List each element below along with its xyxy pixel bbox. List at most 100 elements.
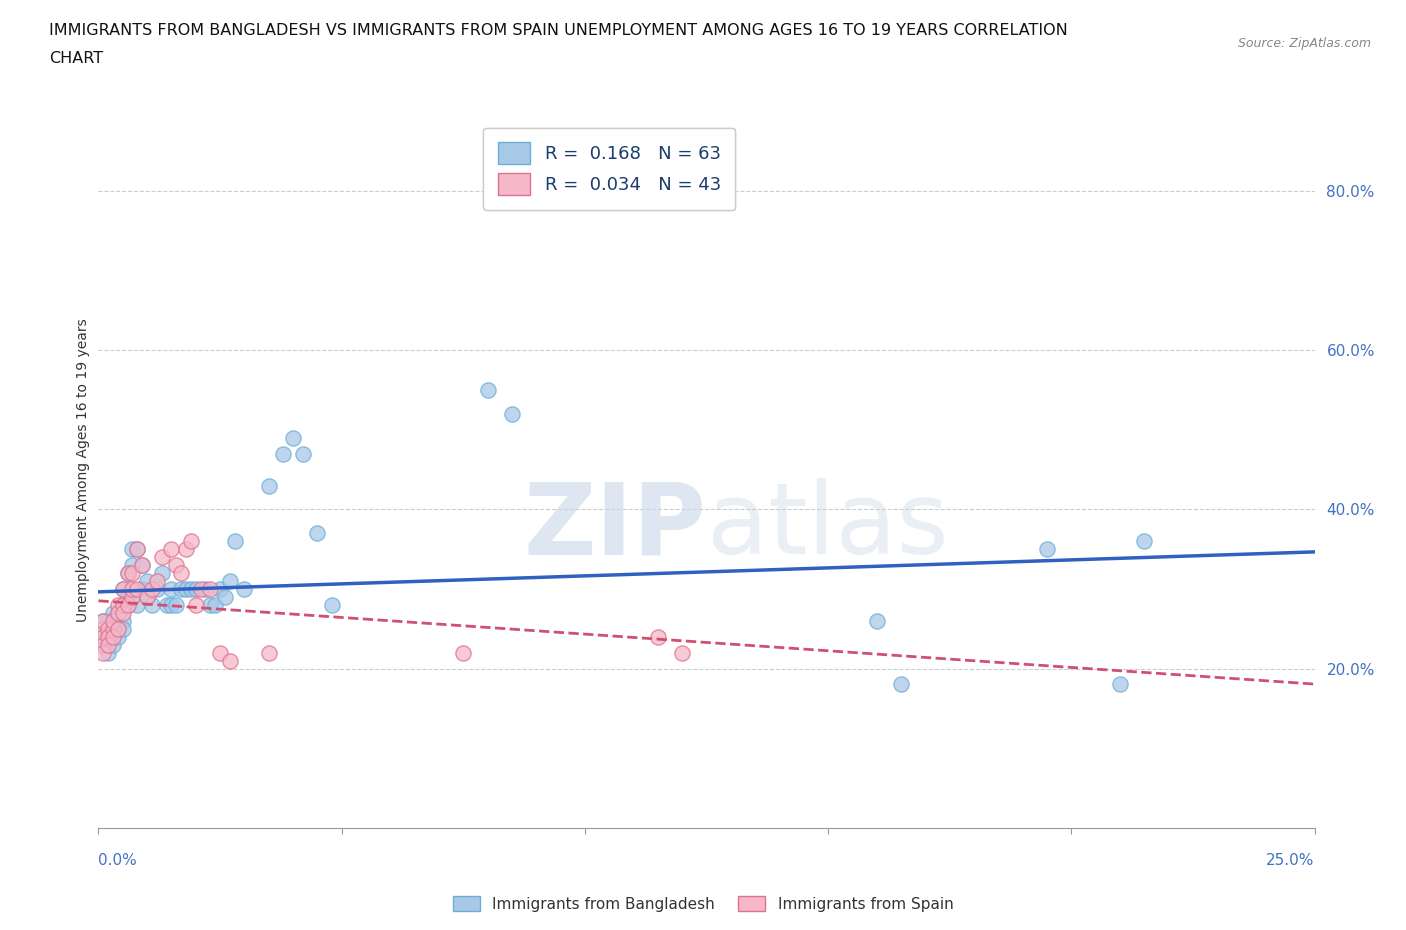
Point bbox=[291, 446, 314, 461]
Point bbox=[91, 630, 114, 644]
Text: ZIP: ZIP bbox=[523, 478, 707, 576]
Point bbox=[1109, 677, 1132, 692]
Point bbox=[214, 590, 236, 604]
Point bbox=[257, 645, 280, 660]
Point bbox=[97, 621, 120, 636]
Point bbox=[97, 645, 120, 660]
Point bbox=[111, 581, 134, 596]
Point bbox=[101, 614, 124, 629]
Point bbox=[165, 597, 187, 612]
Point bbox=[477, 382, 499, 397]
Point bbox=[117, 590, 139, 604]
Point bbox=[174, 542, 197, 557]
Point bbox=[131, 581, 153, 596]
Point bbox=[97, 621, 120, 636]
Point bbox=[97, 614, 120, 629]
Point bbox=[141, 597, 163, 612]
Point bbox=[180, 581, 202, 596]
Point bbox=[121, 590, 143, 604]
Point bbox=[107, 605, 129, 620]
Point bbox=[150, 565, 173, 580]
Text: CHART: CHART bbox=[49, 51, 103, 66]
Point bbox=[170, 581, 193, 596]
Point bbox=[146, 581, 169, 596]
Point bbox=[91, 621, 114, 636]
Point bbox=[101, 621, 124, 636]
Point bbox=[647, 630, 669, 644]
Point bbox=[91, 630, 114, 644]
Point bbox=[97, 630, 120, 644]
Point bbox=[127, 542, 149, 557]
Legend: R =  0.168   N = 63, R =  0.034   N = 43: R = 0.168 N = 63, R = 0.034 N = 43 bbox=[484, 127, 735, 210]
Point bbox=[141, 581, 163, 596]
Point bbox=[97, 637, 120, 652]
Point bbox=[111, 605, 134, 620]
Point bbox=[1036, 542, 1059, 557]
Point bbox=[194, 581, 217, 596]
Point bbox=[127, 581, 149, 596]
Point bbox=[131, 558, 153, 573]
Point bbox=[111, 597, 134, 612]
Point bbox=[160, 542, 183, 557]
Point bbox=[91, 637, 114, 652]
Point bbox=[174, 581, 197, 596]
Point bbox=[107, 605, 129, 620]
Point bbox=[233, 581, 256, 596]
Point bbox=[101, 621, 124, 636]
Point bbox=[97, 630, 120, 644]
Point bbox=[890, 677, 912, 692]
Text: 0.0%: 0.0% bbox=[98, 853, 138, 868]
Point bbox=[501, 406, 523, 421]
Point bbox=[271, 446, 294, 461]
Text: 25.0%: 25.0% bbox=[1267, 853, 1315, 868]
Point bbox=[190, 581, 212, 596]
Point bbox=[111, 597, 134, 612]
Point bbox=[127, 597, 149, 612]
Point bbox=[281, 431, 304, 445]
Point bbox=[184, 581, 207, 596]
Point bbox=[121, 542, 143, 557]
Point bbox=[91, 645, 114, 660]
Y-axis label: Unemployment Among Ages 16 to 19 years: Unemployment Among Ages 16 to 19 years bbox=[76, 318, 90, 621]
Point bbox=[160, 581, 183, 596]
Point bbox=[107, 621, 129, 636]
Point bbox=[136, 590, 159, 604]
Point bbox=[91, 614, 114, 629]
Point bbox=[91, 621, 114, 636]
Point bbox=[117, 565, 139, 580]
Point bbox=[117, 597, 139, 612]
Point bbox=[209, 581, 232, 596]
Legend: Immigrants from Bangladesh, Immigrants from Spain: Immigrants from Bangladesh, Immigrants f… bbox=[447, 889, 959, 918]
Point bbox=[146, 574, 169, 589]
Point bbox=[107, 630, 129, 644]
Point bbox=[107, 621, 129, 636]
Point bbox=[453, 645, 475, 660]
Point bbox=[184, 597, 207, 612]
Text: atlas: atlas bbox=[707, 478, 948, 576]
Point bbox=[91, 614, 114, 629]
Point bbox=[111, 614, 134, 629]
Text: IMMIGRANTS FROM BANGLADESH VS IMMIGRANTS FROM SPAIN UNEMPLOYMENT AMONG AGES 16 T: IMMIGRANTS FROM BANGLADESH VS IMMIGRANTS… bbox=[49, 23, 1069, 38]
Point bbox=[150, 550, 173, 565]
Point bbox=[218, 574, 240, 589]
Point bbox=[204, 597, 226, 612]
Point bbox=[200, 597, 222, 612]
Point bbox=[209, 645, 232, 660]
Point bbox=[117, 565, 139, 580]
Point bbox=[121, 558, 143, 573]
Point bbox=[91, 637, 114, 652]
Point bbox=[111, 621, 134, 636]
Point bbox=[671, 645, 693, 660]
Point bbox=[218, 653, 240, 668]
Point bbox=[107, 597, 129, 612]
Point bbox=[101, 637, 124, 652]
Point bbox=[127, 542, 149, 557]
Point bbox=[321, 597, 343, 612]
Point bbox=[165, 558, 187, 573]
Point bbox=[866, 614, 889, 629]
Point bbox=[155, 597, 177, 612]
Point bbox=[101, 630, 124, 644]
Point bbox=[180, 534, 202, 549]
Point bbox=[101, 605, 124, 620]
Point bbox=[170, 565, 193, 580]
